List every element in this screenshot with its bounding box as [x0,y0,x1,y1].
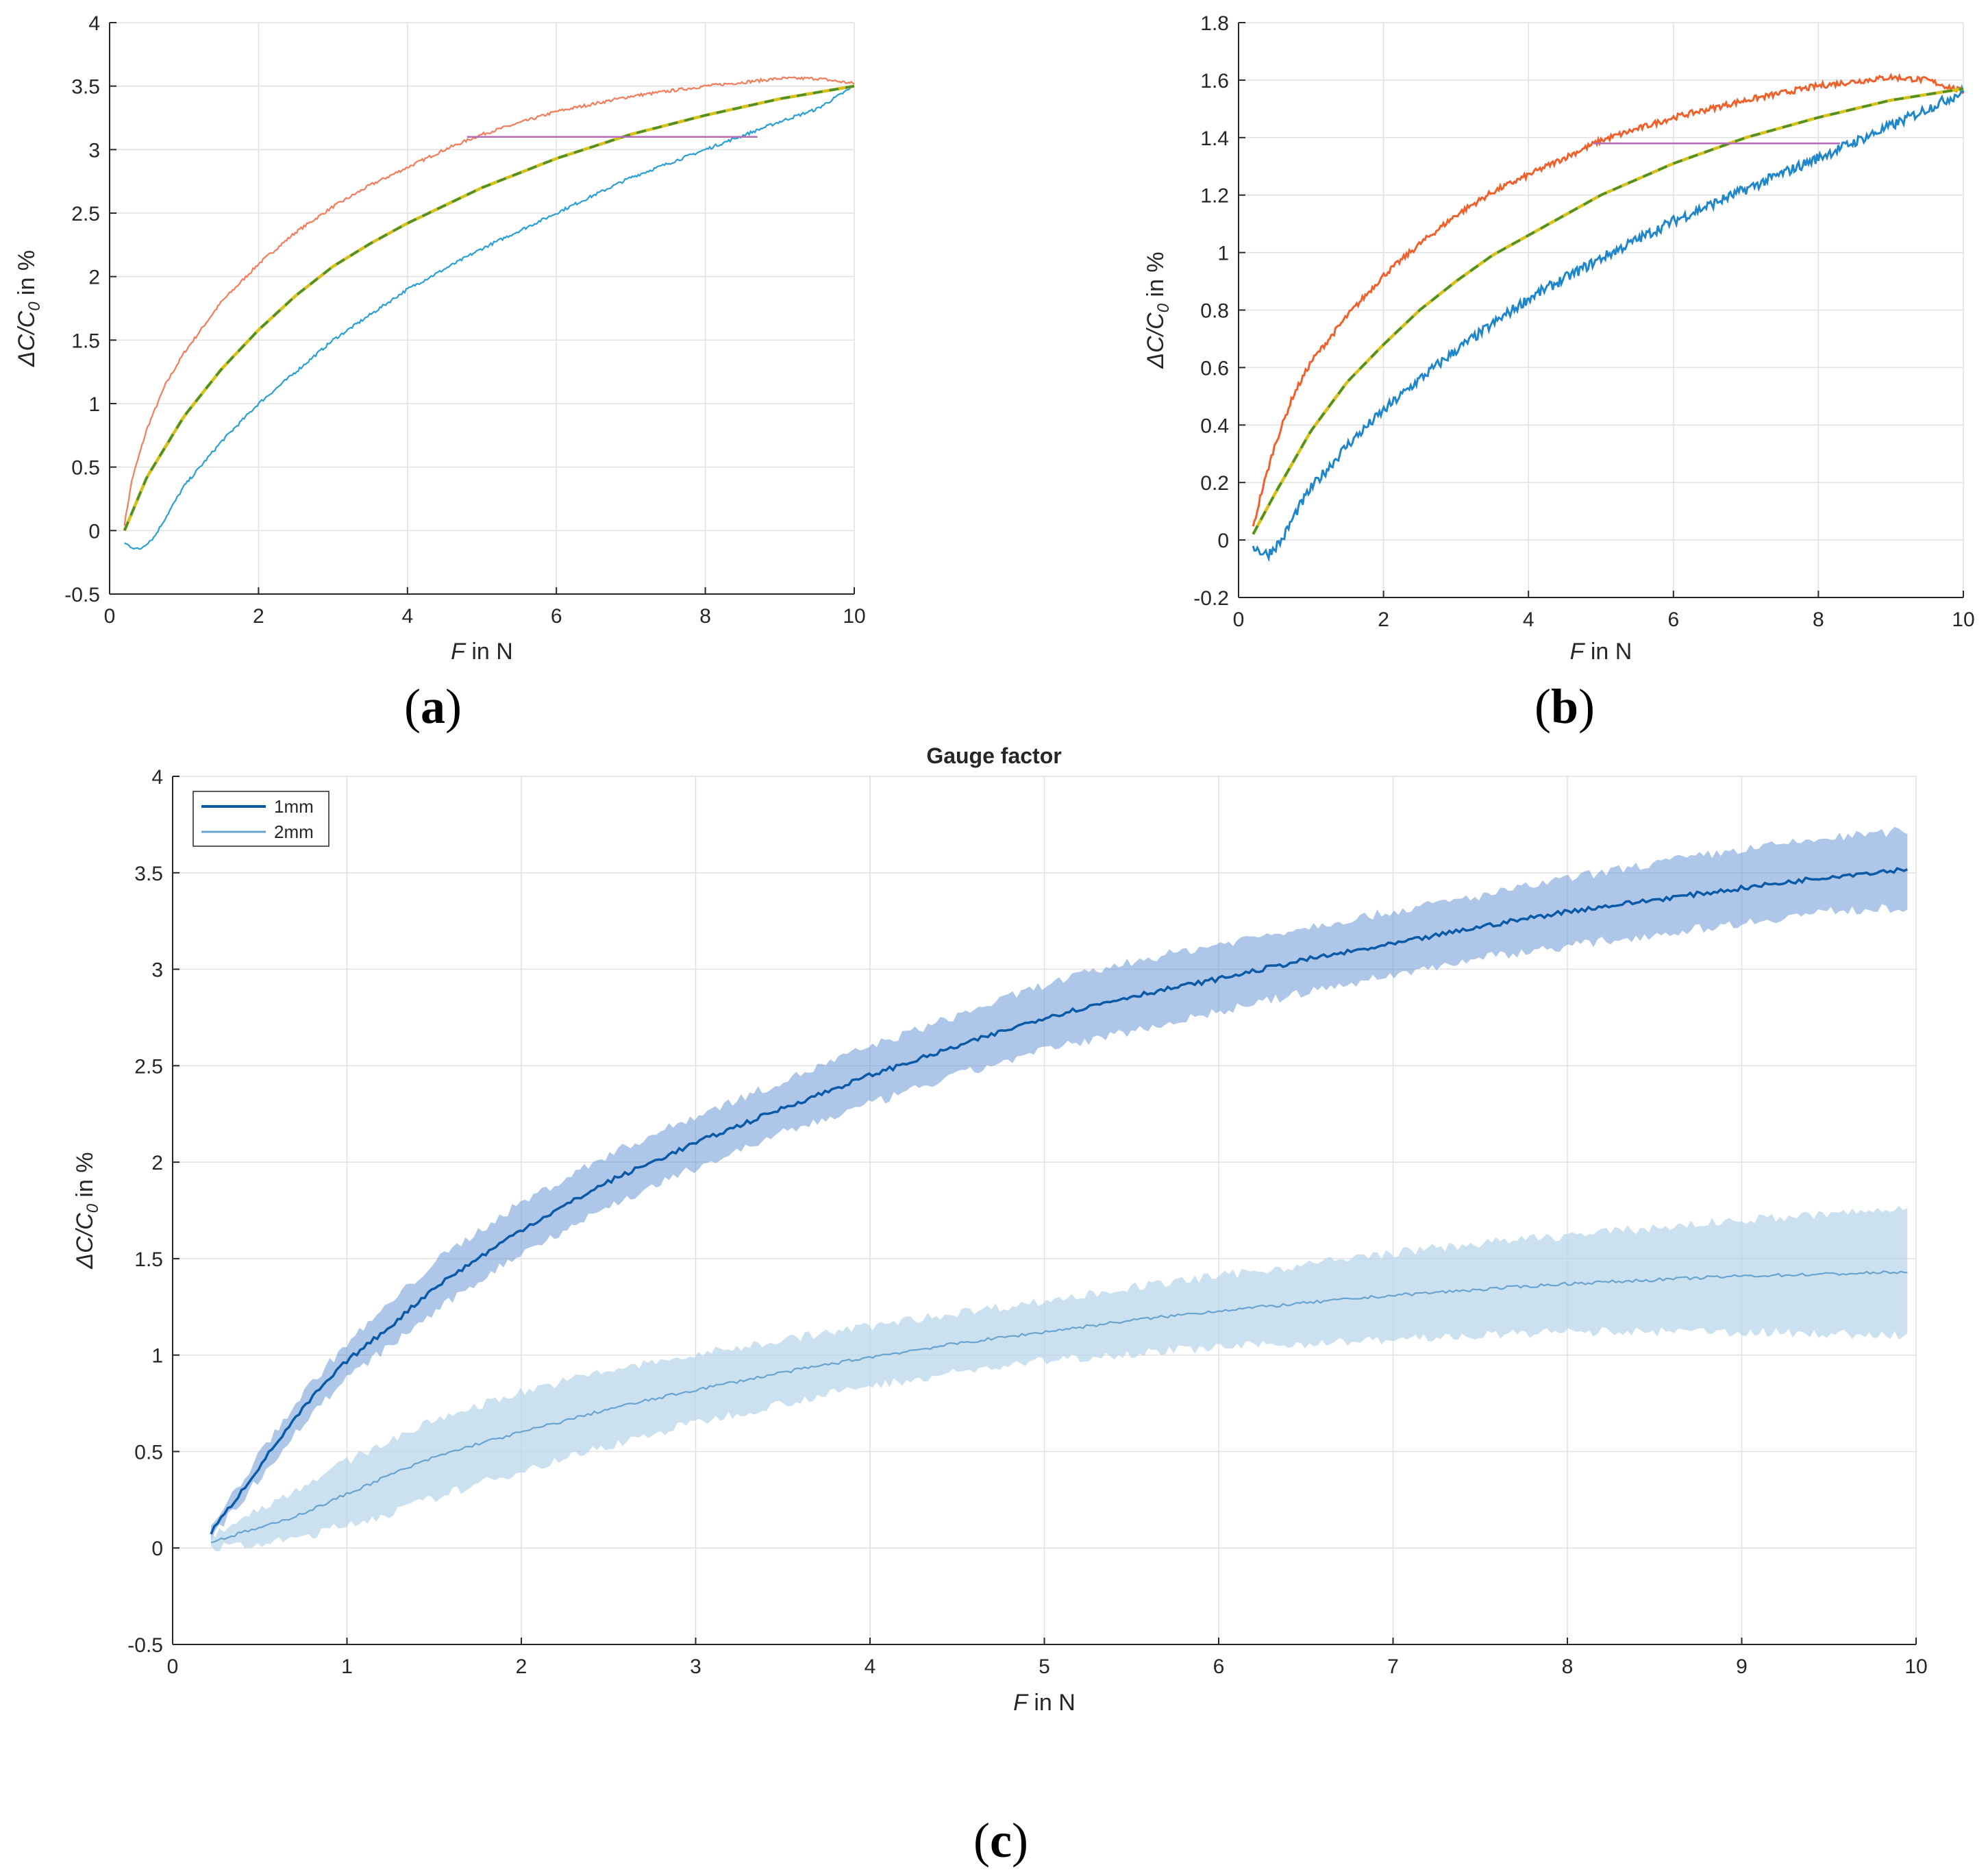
legend-1mm-label: 1mm [274,796,314,817]
panel-a-axes [109,22,855,595]
x-tick-label: 5 [1039,1655,1050,1678]
panel-b-series [1252,73,1965,563]
y-tick-label: 2.5 [71,203,100,225]
x-tick-label: 3 [690,1655,701,1678]
panel-b-grid [1238,22,1964,598]
panel-c-y-axis-label: ΔC/C0 in % [72,1152,102,1269]
y-tick-label: -0.5 [64,584,100,606]
panel-c-x-axis-label: F in N [1013,1690,1076,1716]
y-tick-label: 1.5 [134,1248,163,1271]
y-tick-label: 0 [1217,530,1229,552]
x-tick-label: 0 [1233,608,1245,631]
series-unloading [124,86,855,550]
panel-c-bands [211,826,1908,1551]
y-tick-label: 3.5 [134,863,163,885]
x-tick-label: 2 [253,605,264,628]
plot-area [110,23,854,594]
panel-a-chart: 0 2 4 6 8 10-0.500.511.522.533.54 F in N ΔC/C… [14,12,866,734]
panel-a-caption: (a) [404,679,462,734]
x-tick-label: 4 [401,605,413,628]
series-loading [1252,73,1965,527]
panel-c-title: Gauge factor [926,743,1061,768]
x-tick-label: 0 [167,1655,179,1678]
band-2mm [211,1205,1908,1551]
y-tick-label: 4 [151,766,163,789]
series-2mm [210,1270,1908,1544]
y-tick-label: 0.4 [1200,415,1229,437]
x-tick-label: 4 [865,1655,876,1678]
y-tick-label: 1 [88,393,100,416]
x-tick-label: 2 [1378,608,1389,631]
y-tick-label: 0.5 [134,1441,163,1464]
panel-b-y-axis-label: ΔC/C0 in % [1143,251,1173,369]
y-tick-label: 1.2 [1200,185,1229,208]
y-tick-label: 0.5 [71,457,100,480]
y-tick-label: 3 [151,959,163,982]
x-tick-label: 6 [1213,1655,1225,1678]
x-tick-label: 6 [551,605,562,628]
y-tick-label: 0.8 [1200,300,1229,323]
panel-c-caption: (c) [973,1813,1028,1868]
panel-c-grid [172,776,1917,1645]
panel-a-ticks: 0 2 4 6 8 10-0.500.511.522.533.54 [64,12,865,628]
panel-c-chart: Gauge factor 0 1 2 3 4 5 6 7 8 9 10-0.500.511.522.… [72,743,1928,1868]
panel-a-grid [109,22,855,595]
panel-c-legend: 1mm 2mm [192,791,330,847]
y-tick-label: 1 [151,1345,163,1368]
x-tick-label: 8 [1813,608,1824,631]
y-tick-label: 3.5 [71,76,100,99]
y-tick-label: 0.6 [1200,357,1229,380]
panel-b-ticks: 0 2 4 6 8 10-0.200.20.40.60.811.21.41.61.8 [1193,12,1974,631]
y-tick-label: 3 [88,139,100,162]
y-tick-label: 2 [151,1152,163,1174]
series-1mm [210,867,1908,1535]
panel-b-axes [1238,22,1964,598]
series-unloading [1252,84,1965,563]
x-tick-label: 2 [516,1655,527,1678]
legend-2mm-label: 2mm [274,822,314,842]
y-tick-label: 1.5 [71,330,100,352]
y-tick-label: 1.8 [1200,12,1229,35]
series-mean [1252,87,1964,535]
panel-c-series [210,867,1908,1544]
x-tick-label: 4 [1523,608,1535,631]
x-tick-label: 8 [699,605,711,628]
y-tick-label: 0 [88,520,100,543]
x-tick-label: 7 [1387,1655,1399,1678]
y-tick-label: 1.6 [1200,70,1229,93]
y-tick-label: 0.2 [1200,472,1229,495]
series-mean [123,84,855,531]
x-tick-label: 0 [104,605,116,628]
legend-box [192,791,330,847]
y-tick-label: 2.5 [134,1055,163,1078]
y-tick-label: -0.2 [1193,587,1229,610]
x-tick-label: 1 [341,1655,353,1678]
panel-b-x-axis-label: F in N [1570,639,1632,665]
panel-a-x-axis-label: F in N [451,639,513,665]
panel-b-caption: (b) [1535,679,1595,734]
x-tick-label: 9 [1736,1655,1748,1678]
x-tick-label: 10 [1904,1655,1927,1678]
y-tick-label: 1 [1217,243,1229,265]
panel-a-series [123,76,855,550]
x-tick-label: 8 [1562,1655,1574,1678]
y-tick-label: -0.5 [127,1634,163,1657]
band-1mm [211,826,1908,1542]
x-tick-label: 6 [1667,608,1679,631]
y-tick-label: 4 [88,12,100,35]
panel-b-chart: 0 2 4 6 8 10-0.200.20.40.60.811.21.41.61.8 F … [1143,12,1975,734]
y-tick-label: 0 [151,1538,163,1560]
y-tick-label: 2 [88,267,100,289]
panel-a-y-axis-label: ΔC/C0 in % [14,250,44,367]
x-tick-label: 10 [843,605,865,628]
y-tick-label: 1.4 [1200,127,1229,150]
series-loading [123,76,855,526]
panel-c-axes [172,776,1917,1645]
panel-c-ticks: 0 1 2 3 4 5 6 7 8 9 10-0.500.511.522.533.54 [127,766,1927,1678]
x-tick-label: 10 [1952,608,1974,631]
